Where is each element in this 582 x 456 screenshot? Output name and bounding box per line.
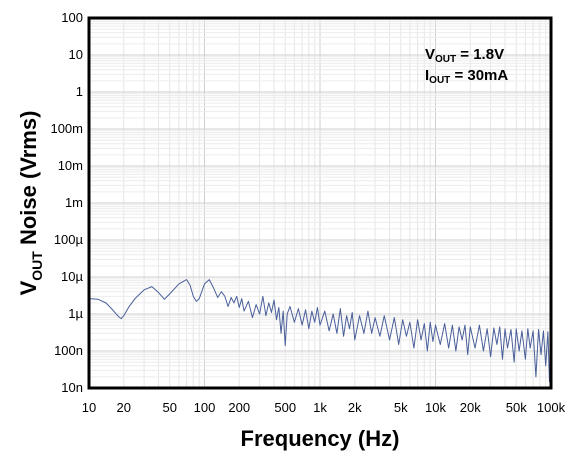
- plot-frame: [87, 16, 553, 390]
- annotation-iout: IOUT = 30mA: [425, 67, 508, 86]
- x-tick-label: 100k: [537, 400, 566, 415]
- y-tick-label: 10: [69, 47, 83, 62]
- y-tick-label: 1µ: [68, 306, 83, 321]
- y-axis-label-main: V: [16, 280, 41, 295]
- annotation-vout: VOUT = 1.8V: [425, 46, 504, 65]
- annotation-vout-rest: = 1.8V: [456, 46, 504, 63]
- x-tick-labels: 10 20 50 100 200 500 1k 2k 5k 10k 20k 50k 100k: [82, 400, 566, 415]
- x-tick-label: 10k: [425, 400, 446, 415]
- x-tick-label: 50: [162, 400, 176, 415]
- y-tick-labels: 100 10 1 100m 10m 1m 100µ 10µ 1µ 100n 10n: [50, 10, 83, 395]
- x-tick-label: 50k: [506, 400, 527, 415]
- x-tick-label: 1k: [313, 400, 327, 415]
- x-tick-label: 10: [82, 400, 96, 415]
- annotation-iout-main: I: [425, 67, 429, 84]
- y-axis-label-sub: OUT: [29, 251, 45, 281]
- x-axis-label: Frequency (Hz): [241, 426, 400, 451]
- annotation-box: VOUT = 1.8V IOUT = 30mA: [425, 46, 508, 86]
- annotation-vout-main: V: [425, 46, 435, 63]
- series-group: [88, 279, 552, 382]
- y-tick-label: 100µ: [54, 232, 84, 247]
- x-tick-label: 2k: [348, 400, 362, 415]
- x-tick-label: 500: [274, 400, 296, 415]
- x-tick-label: 20: [117, 400, 131, 415]
- y-tick-label: 10n: [61, 380, 83, 395]
- annotation-vout-sub: OUT: [435, 54, 456, 65]
- y-tick-label: 1: [76, 84, 83, 99]
- series-line-0: [88, 279, 552, 382]
- x-tick-label: 20k: [460, 400, 481, 415]
- y-tick-label: 10m: [58, 158, 83, 173]
- y-tick-label: 100n: [54, 343, 83, 358]
- x-tick-label: 200: [228, 400, 250, 415]
- x-tick-label: 100: [194, 400, 216, 415]
- grid: [89, 18, 551, 388]
- annotation-iout-sub: OUT: [429, 75, 450, 86]
- x-tick-label: 5k: [394, 400, 408, 415]
- y-tick-label: 100m: [50, 121, 83, 136]
- annotation-iout-rest: = 30mA: [450, 67, 508, 84]
- y-tick-label: 10µ: [61, 269, 83, 284]
- y-tick-label: 100: [61, 10, 83, 25]
- y-axis-label: VOUT Noise (Vrms): [16, 111, 45, 296]
- y-axis-label-rest: Noise (Vrms): [16, 111, 41, 252]
- y-tick-label: 1m: [65, 195, 83, 210]
